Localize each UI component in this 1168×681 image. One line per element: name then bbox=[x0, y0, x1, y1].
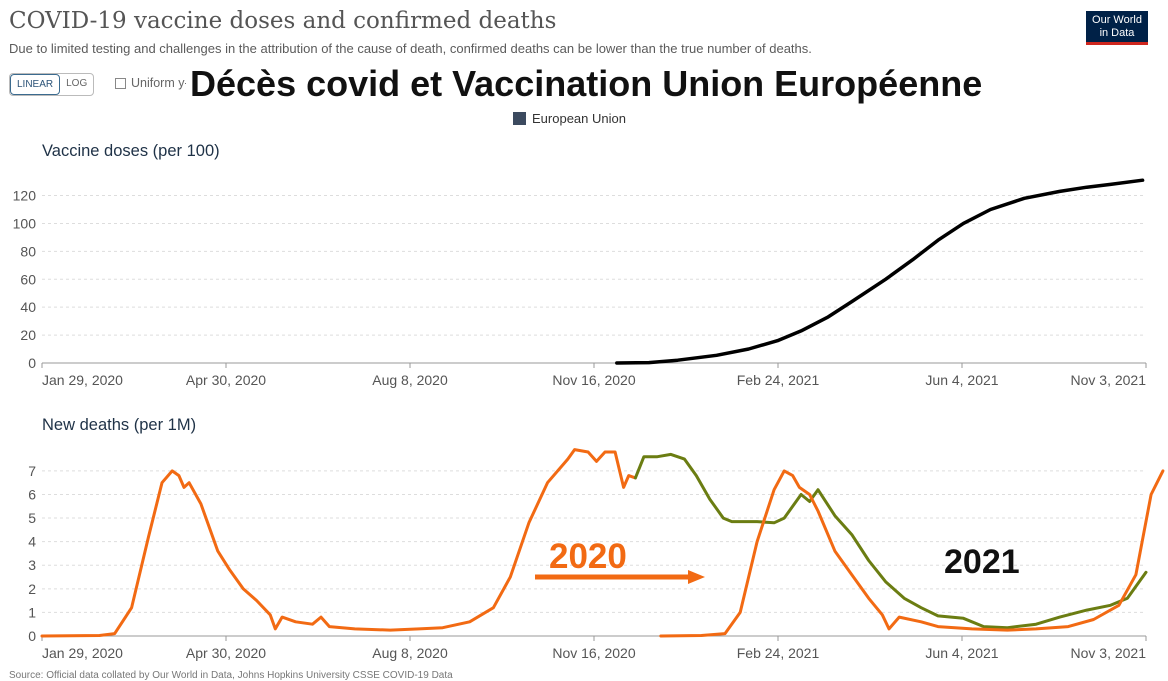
series-line-1-1 bbox=[633, 452, 1148, 630]
annotation-2021: 2021 bbox=[944, 543, 1020, 581]
y-tick-label: 80 bbox=[20, 243, 36, 259]
chart-subtitle: Due to limited testing and challenges in… bbox=[9, 41, 812, 56]
x-tick-label: Jan 29, 2020 bbox=[42, 645, 123, 661]
x-tick-label: Jun 4, 2021 bbox=[925, 645, 998, 661]
linear-button[interactable]: LINEAR bbox=[10, 74, 61, 95]
x-tick-label: Feb 24, 2021 bbox=[737, 372, 820, 388]
deaths-panel-title: New deaths (per 1M) bbox=[42, 416, 197, 434]
overlay-title: Décès covid et Vaccination Union Europée… bbox=[186, 62, 987, 106]
y-tick-label: 5 bbox=[28, 510, 36, 526]
logo-line-2: in Data bbox=[1099, 27, 1135, 39]
annotation-arrow-head bbox=[688, 570, 705, 584]
x-tick-label: Aug 8, 2020 bbox=[372, 645, 448, 661]
x-tick-label: Feb 24, 2021 bbox=[737, 645, 820, 661]
y-tick-label: 20 bbox=[20, 327, 36, 343]
legend[interactable]: European Union bbox=[513, 111, 626, 126]
x-tick-label: Aug 8, 2020 bbox=[372, 372, 448, 388]
series-line-0-0 bbox=[615, 178, 1145, 365]
annotation-2020: 2020 bbox=[549, 537, 627, 576]
x-tick-label: Nov 3, 2021 bbox=[1071, 372, 1147, 388]
legend-swatch bbox=[513, 112, 526, 125]
y-tick-label: 100 bbox=[13, 215, 37, 231]
y-tick-label: 1 bbox=[28, 604, 36, 620]
y-tick-label: 4 bbox=[28, 534, 36, 550]
x-tick-label: Apr 30, 2020 bbox=[186, 372, 266, 388]
x-tick-label: Jun 4, 2021 bbox=[925, 372, 998, 388]
series-line-1-0 bbox=[40, 448, 637, 638]
x-tick-label: Jan 29, 2020 bbox=[42, 372, 123, 388]
logo-line-1: Our World bbox=[1092, 14, 1142, 26]
source-note: Source: Official data collated by Our Wo… bbox=[9, 670, 453, 681]
y-tick-label: 3 bbox=[28, 557, 36, 573]
vaccine-panel-title: Vaccine doses (per 100) bbox=[42, 142, 220, 160]
log-button[interactable]: LOG bbox=[66, 78, 88, 89]
checkbox-icon[interactable] bbox=[115, 77, 126, 89]
y-tick-label: 0 bbox=[28, 628, 36, 644]
y-tick-label: 6 bbox=[28, 486, 36, 502]
y-tick-label: 2 bbox=[28, 581, 36, 597]
y-tick-label: 60 bbox=[20, 271, 36, 287]
x-tick-label: Nov 16, 2020 bbox=[552, 372, 635, 388]
owid-logo[interactable]: Our World in Data bbox=[1086, 11, 1148, 45]
x-tick-label: Nov 16, 2020 bbox=[552, 645, 635, 661]
scale-toggle: LINEAR LOG bbox=[9, 73, 95, 96]
legend-label: European Union bbox=[532, 111, 626, 126]
x-tick-label: Nov 3, 2021 bbox=[1071, 645, 1147, 661]
y-tick-label: 0 bbox=[28, 355, 36, 371]
series-line-1-2 bbox=[659, 469, 1165, 638]
chart-title: COVID-19 vaccine doses and confirmed dea… bbox=[9, 8, 557, 34]
x-tick-label: Apr 30, 2020 bbox=[186, 645, 266, 661]
y-tick-label: 7 bbox=[28, 463, 36, 479]
y-tick-label: 120 bbox=[13, 188, 37, 204]
y-tick-label: 40 bbox=[20, 299, 36, 315]
